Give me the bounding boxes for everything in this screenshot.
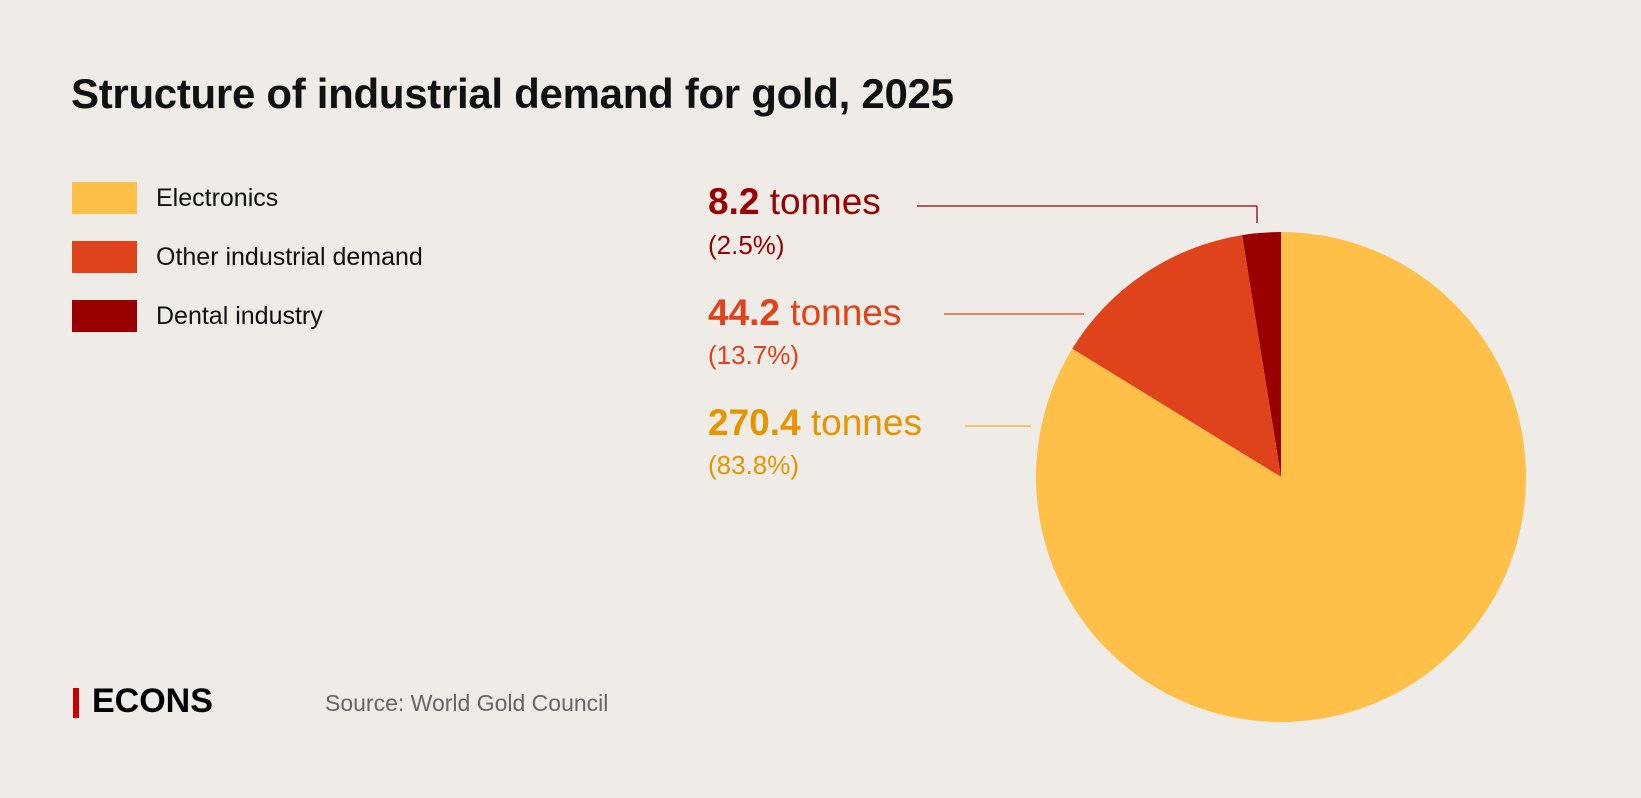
legend-swatch-other [72,241,137,273]
percent-label-electronics: (83.8%) [708,450,800,480]
logo: ECONS [92,682,213,720]
value-label-electronics: 270.4 tonnes [708,402,922,443]
chart-title: Structure of industrial demand for gold,… [71,70,954,117]
value-label-other: 44.2 tonnes [708,292,902,333]
percent-label-dental: (2.5%) [708,230,785,260]
pie-slice-other [1072,235,1281,477]
percent-label-other: (13.7%) [708,340,800,370]
legend-swatch-electronics [72,182,137,214]
value-label-dental: 8.2 tonnes [708,181,881,222]
legend-swatch-dental [72,300,137,332]
legend-label-dental: Dental industry [156,302,323,330]
pie-slice-electronics [1036,232,1527,722]
logo-bar [73,688,79,718]
pie-slice-dental [1242,232,1281,477]
source-note: Source: World Gold Council [325,690,609,716]
legend-label-electronics: Electronics [156,184,279,212]
legend-label-other: Other industrial demand [156,243,423,271]
